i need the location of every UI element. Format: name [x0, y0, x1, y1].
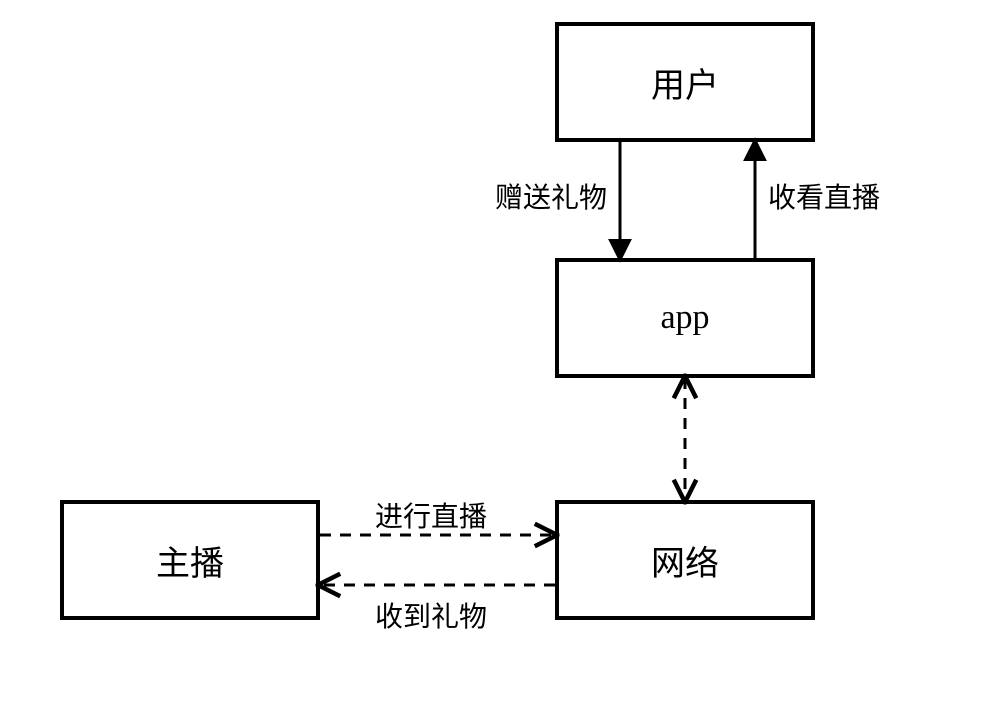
edge-label-broadcast: 进行直播 [375, 495, 487, 535]
node-anchor: 主播 [60, 500, 320, 620]
node-app: app [555, 258, 815, 378]
edge-label-receive: 收到礼物 [375, 595, 487, 635]
node-label: app [660, 299, 709, 337]
node-user: 用户 [555, 22, 815, 142]
edge-label-gift: 赠送礼物 [495, 176, 607, 216]
node-label: 网络 [651, 536, 719, 585]
node-network: 网络 [555, 500, 815, 620]
node-label: 用户 [651, 58, 719, 107]
edge-label-watch: 收看直播 [768, 176, 880, 216]
node-label: 主播 [156, 536, 224, 585]
